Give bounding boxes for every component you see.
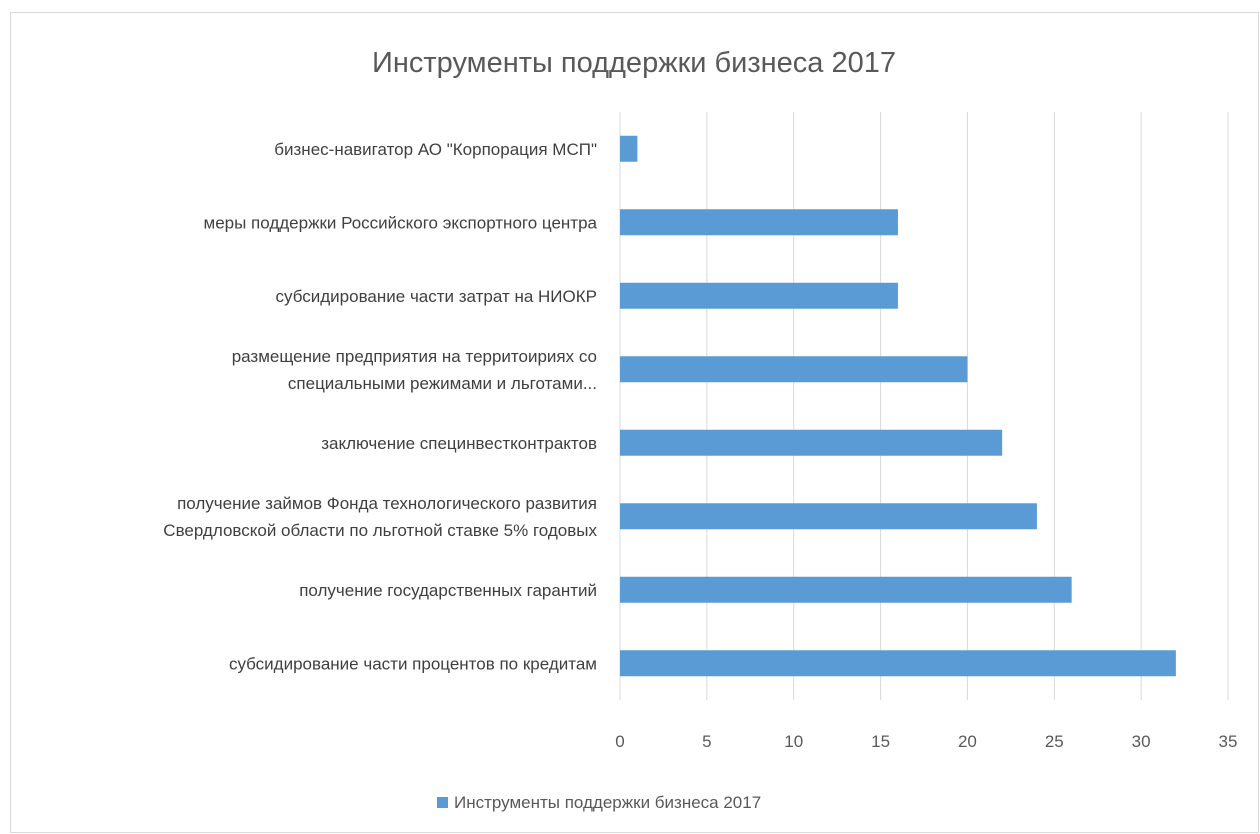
category-label-line: бизнес-навигатор АО "Корпорация МСП" [274, 140, 597, 159]
category-label: заключение специнвестконтрактов [321, 434, 597, 453]
x-axis-ticks: 0 5 10 15 20 25 30 35 [615, 732, 1237, 751]
category-label: субсидирование части процентов по кредит… [229, 654, 597, 673]
x-tick-label: 20 [958, 732, 977, 751]
category-label-line: субсидирование части затрат на НИОКР [276, 287, 597, 306]
legend: Инструменты поддержки бизнеса 2017 [437, 793, 761, 812]
category-label-line: субсидирование части процентов по кредит… [229, 654, 597, 673]
bars [620, 135, 1176, 677]
bar [620, 356, 968, 383]
category-label: размещение предприятия на территоириях с… [232, 347, 597, 393]
category-label: субсидирование части затрат на НИОКР [276, 287, 597, 306]
category-label: бизнес-навигатор АО "Корпорация МСП" [274, 140, 597, 159]
bar [620, 650, 1176, 677]
x-tick-label: 15 [871, 732, 890, 751]
bar [620, 209, 898, 236]
category-labels: бизнес-навигатор АО "Корпорация МСП" меры… [163, 140, 597, 674]
bar [620, 135, 638, 162]
category-label: получение займов Фонда технологического … [163, 494, 597, 540]
chart-title: Инструменты поддержки бизнеса 2017 [372, 47, 896, 79]
bar [620, 282, 898, 309]
category-label-line: получение государственных гарантий [299, 581, 597, 600]
legend-swatch [437, 797, 448, 808]
category-label-line: заключение специнвестконтрактов [321, 434, 597, 453]
category-label-line: получение займов Фонда технологического … [177, 494, 597, 513]
category-label-line: специальными режимами и льготами... [288, 374, 597, 393]
bar [620, 503, 1037, 530]
category-label-line: Свердловской области по льготной ставке … [163, 521, 597, 540]
bar [620, 429, 1003, 456]
x-tick-label: 25 [1045, 732, 1064, 751]
category-label-line: размещение предприятия на территоириях с… [232, 347, 597, 366]
category-label-line: меры поддержки Российского экспортного ц… [204, 213, 598, 232]
bar [620, 576, 1072, 603]
category-label: меры поддержки Российского экспортного ц… [204, 213, 598, 232]
legend-label: Инструменты поддержки бизнеса 2017 [454, 793, 761, 812]
x-tick-label: 0 [615, 732, 624, 751]
category-label: получение государственных гарантий [299, 581, 597, 600]
x-tick-label: 35 [1219, 732, 1238, 751]
x-tick-label: 10 [784, 732, 803, 751]
x-tick-label: 30 [1132, 732, 1151, 751]
gridlines [619, 112, 1229, 700]
x-tick-label: 5 [702, 732, 711, 751]
